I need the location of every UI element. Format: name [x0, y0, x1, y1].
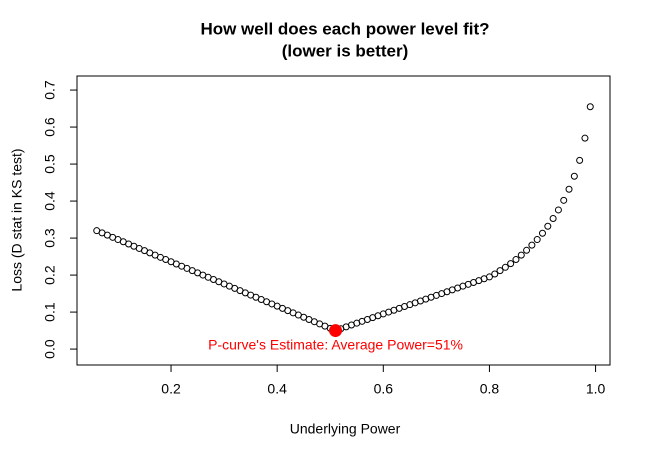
chart-title: How well does each power level fit? [200, 19, 489, 38]
point [560, 196, 568, 204]
point [538, 229, 546, 237]
chart-subtitle: (lower is better) [282, 41, 409, 60]
point [485, 273, 493, 281]
point [533, 236, 541, 244]
point [512, 256, 520, 264]
y-tick-label: 0.2 [42, 265, 58, 285]
point [576, 156, 584, 164]
point [523, 246, 531, 254]
point [549, 214, 557, 222]
point [496, 267, 504, 275]
point [586, 103, 594, 111]
point [507, 260, 515, 268]
point [554, 206, 562, 214]
point [544, 222, 552, 230]
y-tick-label: 0.7 [42, 80, 58, 100]
y-tick-label: 0.5 [42, 154, 58, 174]
x-tick-label: 1.0 [586, 381, 606, 397]
y-tick-label: 0.0 [42, 339, 58, 359]
y-tick-label: 0.6 [42, 117, 58, 137]
plot-frame [76, 75, 611, 366]
point [491, 270, 499, 278]
point [565, 185, 573, 193]
y-tick-label: 0.3 [42, 228, 58, 248]
x-tick-label: 0.4 [267, 381, 287, 397]
estimate-point [329, 324, 343, 338]
x-tick-label: 0.6 [374, 381, 394, 397]
annotation: P-curve's Estimate: Average Power=51% [208, 336, 463, 352]
y-axis-label: Loss (D stat in KS test) [9, 148, 25, 291]
y-tick-label: 0.4 [42, 191, 58, 211]
point [528, 241, 536, 249]
point [581, 134, 589, 142]
x-axis-label: Underlying Power [290, 421, 401, 437]
x-tick-label: 0.2 [161, 381, 181, 397]
point [570, 172, 578, 180]
x-tick-label: 0.8 [480, 381, 500, 397]
y-tick-label: 0.1 [42, 302, 58, 322]
point [517, 251, 525, 259]
point [501, 263, 509, 271]
